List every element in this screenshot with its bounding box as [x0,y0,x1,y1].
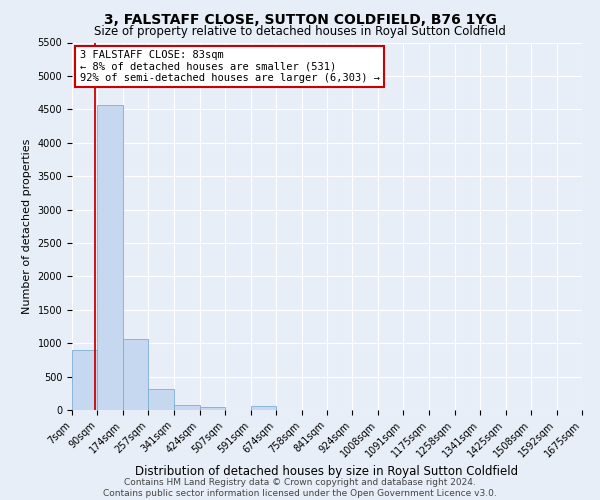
Text: 3, FALSTAFF CLOSE, SUTTON COLDFIELD, B76 1YG: 3, FALSTAFF CLOSE, SUTTON COLDFIELD, B76… [104,12,496,26]
Bar [148,390,174,410]
Bar [123,339,148,410]
Text: Contains HM Land Registry data © Crown copyright and database right 2024.
Contai: Contains HM Land Registry data © Crown c… [103,478,497,498]
Bar [251,406,276,410]
Y-axis label: Number of detached properties: Number of detached properties [22,138,32,314]
Text: 3 FALSTAFF CLOSE: 83sqm
← 8% of detached houses are smaller (531)
92% of semi-de: 3 FALSTAFF CLOSE: 83sqm ← 8% of detached… [80,50,380,83]
Text: Size of property relative to detached houses in Royal Sutton Coldfield: Size of property relative to detached ho… [94,25,506,38]
Bar [72,350,97,410]
Bar [174,404,199,410]
Bar [199,406,225,410]
Bar [97,106,123,410]
X-axis label: Distribution of detached houses by size in Royal Sutton Coldfield: Distribution of detached houses by size … [136,464,518,477]
